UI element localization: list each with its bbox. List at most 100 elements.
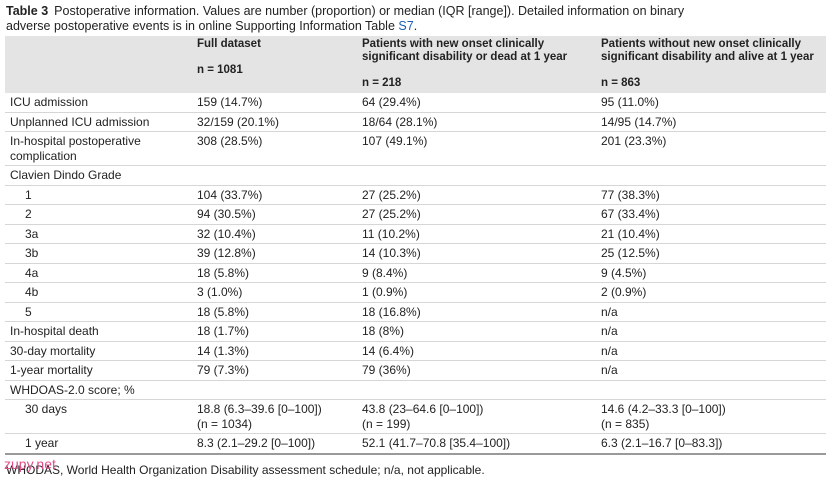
- table-cell: 18/64 (28.1%): [357, 112, 596, 132]
- table-cell: 14/95 (14.7%): [596, 112, 826, 132]
- table-cell: 79 (36%): [357, 360, 596, 381]
- header-cell: [5, 36, 192, 93]
- table-row: Clavien Dindo Grade: [5, 165, 826, 186]
- table-row: 1 year 8.3 (2.1–29.2 [0–100]) 52.1 (41.7–7…: [5, 433, 826, 455]
- table-row: 3b 39 (12.8%) 14 (10.3%) 25 (12.5%): [5, 243, 826, 264]
- table-cell: 95 (11.0%): [596, 93, 826, 113]
- row-label: 5: [5, 302, 192, 322]
- caption-link[interactable]: S7: [398, 19, 414, 33]
- table-header: Full dataset n = 1081 Patients with new on…: [5, 36, 826, 93]
- header-cell: Full dataset n = 1081: [192, 36, 357, 93]
- table-cell: 43.8 (23–64.6 [0–100]) (n = 199): [357, 399, 596, 434]
- table-row: ICU admission 159 (14.7%) 64 (29.4%) 95 (11…: [5, 93, 826, 113]
- header-row: Full dataset n = 1081 Patients with new on…: [5, 36, 826, 93]
- table-cell: 6.3 (2.1–16.7 [0–83.3]): [596, 433, 826, 455]
- table-row: 1 104 (33.7%) 27 (25.2%) 77 (38.3%): [5, 185, 826, 205]
- row-label: 4a: [5, 263, 192, 283]
- table-cell: n/a: [596, 302, 826, 322]
- watermark: zupy.net: [4, 456, 56, 472]
- table-row: WHDOAS-2.0 score; %: [5, 380, 826, 400]
- row-label: 1 year: [5, 433, 192, 455]
- table-cell: 21 (10.4%): [596, 224, 826, 244]
- header-title: Patients without new onset clinically si…: [601, 38, 814, 63]
- table-row: 1-year mortality 79 (7.3%) 79 (36%) n/a: [5, 360, 826, 381]
- header-n: n = 218: [362, 77, 402, 89]
- caption-label: Table 3: [6, 4, 49, 18]
- caption-text: adverse postoperative events is in onlin…: [6, 19, 395, 33]
- table-cell: 94 (30.5%): [192, 204, 357, 225]
- row-label: In-hospital death: [5, 321, 192, 342]
- table-cell: n/a: [596, 341, 826, 361]
- table-cell: 107 (49.1%): [357, 131, 596, 166]
- table-row: 2 94 (30.5%) 27 (25.2%) 67 (33.4%): [5, 204, 826, 225]
- table-cell: 14 (6.4%): [357, 341, 596, 361]
- table-cell: 159 (14.7%): [192, 93, 357, 113]
- table-row: In-hospital death 18 (1.7%) 18 (8%) n/a: [5, 321, 826, 342]
- caption-line: adverse postoperative events is in onlin…: [6, 19, 826, 34]
- header-n: n = 863: [601, 77, 641, 89]
- caption-end: .: [413, 19, 418, 33]
- table-row: In-hospital postoperative complication 30…: [5, 131, 826, 166]
- header-n: n = 1081: [197, 64, 243, 76]
- table-row: 3a 32 (10.4%) 11 (10.2%) 21 (10.4%): [5, 224, 826, 244]
- row-label: 2: [5, 204, 192, 225]
- table-cell: 308 (28.5%): [192, 131, 357, 166]
- table-cell: 8.3 (2.1–29.2 [0–100]): [192, 433, 357, 455]
- table-cell: 104 (33.7%): [192, 185, 357, 205]
- table-cell: 18 (8%): [357, 321, 596, 342]
- table-cell: 32/159 (20.1%): [192, 112, 357, 132]
- table-cell: 201 (23.3%): [596, 131, 826, 166]
- row-label: 1: [5, 185, 192, 205]
- table-cell: 14 (1.3%): [192, 341, 357, 361]
- row-label: Unplanned ICU admission: [5, 112, 192, 132]
- table-cell: 18 (16.8%): [357, 302, 596, 322]
- header-title: Patients with new onset clinically signi…: [362, 38, 568, 63]
- caption-line: Table 3 Postoperative information. Values…: [6, 4, 826, 19]
- row-label: Clavien Dindo Grade: [5, 165, 826, 186]
- table-cell: 3 (1.0%): [192, 282, 357, 303]
- table-cell: 18 (5.8%): [192, 302, 357, 322]
- table-cell: 14.6 (4.2–33.3 [0–100]) (n = 835): [596, 399, 826, 434]
- row-label: 3b: [5, 243, 192, 264]
- row-label: 1-year mortality: [5, 360, 192, 381]
- table-cell: 9 (4.5%): [596, 263, 826, 283]
- table-cell: 27 (25.2%): [357, 204, 596, 225]
- table-row: 4a 18 (5.8%) 9 (8.4%) 9 (4.5%): [5, 263, 826, 283]
- table-row: 5 18 (5.8%) 18 (16.8%) n/a: [5, 302, 826, 322]
- table-cell: 79 (7.3%): [192, 360, 357, 381]
- footnote: WHODAS, World Health Organization Disabi…: [6, 463, 485, 477]
- table-cell: 67 (33.4%): [596, 204, 826, 225]
- row-label: WHDOAS-2.0 score; %: [5, 380, 826, 400]
- header-title: Full dataset: [197, 38, 261, 50]
- table-cell: 32 (10.4%): [192, 224, 357, 244]
- data-table: Full dataset n = 1081 Patients with new on…: [5, 36, 826, 455]
- table-cell: 18 (5.8%): [192, 263, 357, 283]
- table-cell: 1 (0.9%): [357, 282, 596, 303]
- table-cell: 27 (25.2%): [357, 185, 596, 205]
- table-row: 30 days 18.8 (6.3–39.6 [0–100]) (n = 1034…: [5, 399, 826, 434]
- table-cell: 14 (10.3%): [357, 243, 596, 264]
- row-label: 30 days: [5, 399, 192, 434]
- table-cell: 18 (1.7%): [192, 321, 357, 342]
- caption-text: Postoperative information. Values are nu…: [54, 4, 685, 18]
- row-label: In-hospital postoperative complication: [5, 131, 192, 166]
- header-cell: Patients without new onset clinically si…: [596, 36, 826, 93]
- table-row: Unplanned ICU admission 32/159 (20.1%) 18/…: [5, 112, 826, 132]
- table-body: ICU admission 159 (14.7%) 64 (29.4%) 95 (11…: [5, 93, 826, 455]
- header-cell: Patients with new onset clinically signi…: [357, 36, 596, 93]
- table-cell: 39 (12.8%): [192, 243, 357, 264]
- row-label: 4b: [5, 282, 192, 303]
- caption: Table 3 Postoperative information. Values…: [6, 4, 826, 34]
- table-cell: 2 (0.9%): [596, 282, 826, 303]
- table-cell: 9 (8.4%): [357, 263, 596, 283]
- row-label: ICU admission: [5, 93, 192, 113]
- table-cell: n/a: [596, 321, 826, 342]
- table-cell: 11 (10.2%): [357, 224, 596, 244]
- table-cell: 25 (12.5%): [596, 243, 826, 264]
- table-row: 4b 3 (1.0%) 1 (0.9%) 2 (0.9%): [5, 282, 826, 303]
- table-cell: n/a: [596, 360, 826, 381]
- table-cell: 52.1 (41.7–70.8 [35.4–100]): [357, 433, 596, 455]
- table-cell: 64 (29.4%): [357, 93, 596, 113]
- table-row: 30-day mortality 14 (1.3%) 14 (6.4%) n/a: [5, 341, 826, 361]
